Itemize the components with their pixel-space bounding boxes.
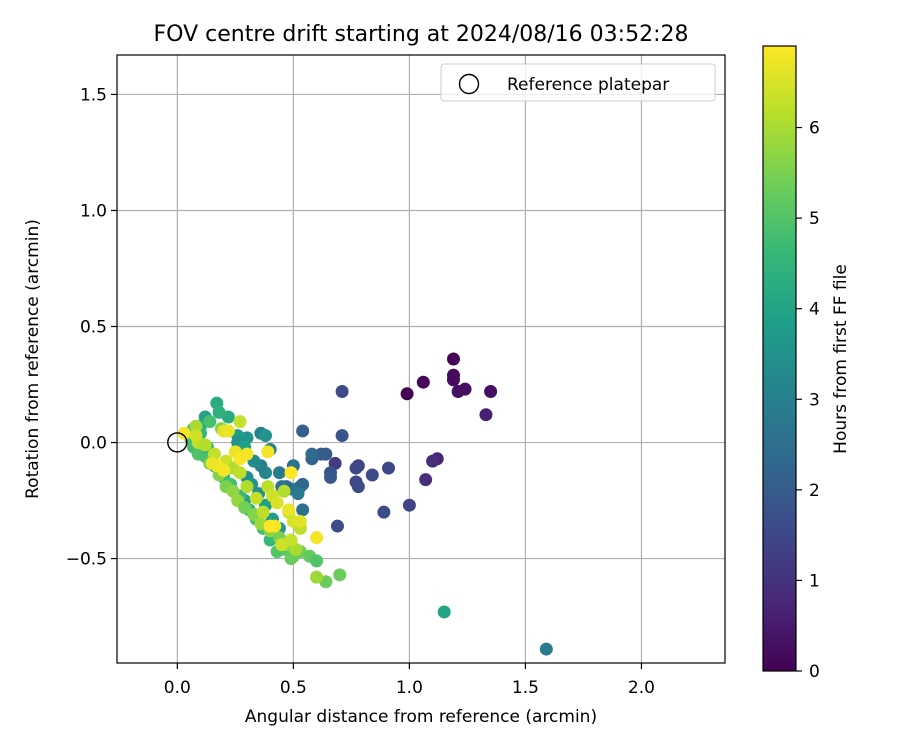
data-point — [323, 470, 337, 484]
data-point — [365, 468, 379, 482]
data-point — [310, 570, 324, 584]
data-point — [419, 473, 433, 487]
data-point — [238, 501, 252, 515]
data-point — [310, 554, 324, 568]
chart-title: FOV centre drift starting at 2024/08/16 … — [154, 22, 689, 47]
data-point — [305, 447, 319, 461]
data-point — [351, 480, 365, 494]
y-tick-label: 1.5 — [80, 85, 107, 105]
data-point — [233, 466, 247, 480]
data-point — [293, 514, 307, 528]
x-axis-ticks: 0.0 0.5 1.0 1.5 2.0 — [164, 663, 655, 698]
data-point — [479, 408, 493, 422]
colorbar-label: Hours from first FF file — [831, 264, 851, 454]
data-point — [233, 415, 247, 429]
data-point — [333, 568, 347, 582]
colorbar-gradient — [762, 45, 797, 672]
data-point — [240, 480, 254, 494]
data-point — [335, 384, 349, 398]
x-tick-label: 0.5 — [280, 678, 307, 698]
data-point — [382, 461, 396, 475]
data-point — [426, 454, 440, 468]
data-point — [284, 466, 298, 480]
data-point — [335, 429, 349, 443]
reference-platepar-marker — [167, 432, 188, 453]
colorbar-tick-label: 6 — [809, 119, 820, 139]
legend-label: Reference platepar — [507, 75, 669, 95]
data-point — [310, 531, 324, 545]
data-point — [284, 533, 298, 547]
data-point — [240, 447, 254, 461]
data-point — [259, 429, 273, 443]
y-tick-label: 0.5 — [80, 318, 107, 338]
y-tick-label: 1.0 — [80, 201, 107, 221]
legend: Reference platepar — [440, 63, 716, 102]
data-point — [256, 505, 270, 519]
data-point — [451, 384, 465, 398]
colorbar-tick-label: 1 — [809, 571, 820, 591]
x-tick-label: 2.0 — [628, 678, 655, 698]
x-axis-label: Angular distance from reference (arcmin) — [245, 707, 597, 727]
data-point — [539, 642, 553, 656]
data-point — [377, 505, 391, 519]
data-point — [446, 373, 460, 387]
colorbar-tick-label: 2 — [809, 481, 820, 501]
data-point — [189, 419, 203, 433]
colorbar-tick-label: 5 — [809, 209, 820, 229]
legend-open-circle-icon — [458, 73, 480, 95]
data-point — [272, 466, 286, 480]
y-tick-label: −0.5 — [66, 550, 107, 570]
data-point — [221, 424, 235, 438]
y-axis-ticks: −0.5 0.0 0.5 1.0 1.5 — [66, 85, 117, 570]
data-point — [198, 438, 212, 452]
data-point — [212, 405, 226, 419]
data-point — [249, 491, 263, 505]
data-point — [189, 429, 203, 443]
plot-area — [117, 55, 725, 663]
y-axis-label: Rotation from reference (arcmin) — [23, 219, 43, 499]
x-tick-label: 1.0 — [396, 678, 423, 698]
colorbar-tick-label: 3 — [809, 390, 820, 410]
x-tick-label: 0.0 — [164, 678, 191, 698]
data-point — [437, 605, 451, 619]
colorbar-tick-label: 0 — [809, 662, 820, 682]
data-point — [270, 496, 284, 510]
data-point — [319, 447, 333, 461]
data-point — [400, 387, 414, 401]
data-point — [291, 487, 305, 501]
data-point — [349, 461, 363, 475]
data-point — [296, 503, 310, 517]
data-point — [330, 519, 344, 533]
data-point — [282, 503, 296, 517]
data-point — [263, 519, 277, 533]
colorbar: 0 1 2 3 4 5 6 Hours from first FF file — [762, 45, 851, 682]
data-point — [205, 456, 219, 470]
legend-box — [440, 63, 716, 102]
data-point — [203, 415, 217, 429]
data-point — [296, 424, 310, 438]
data-point — [484, 384, 498, 398]
data-point — [277, 484, 291, 498]
colorbar-ticks: 0 1 2 3 4 5 6 — [796, 119, 820, 682]
x-tick-label: 1.5 — [512, 678, 539, 698]
data-point — [261, 445, 275, 459]
data-point — [402, 498, 416, 512]
data-point — [416, 375, 430, 389]
y-tick-label: 0.0 — [80, 434, 107, 454]
data-point — [446, 352, 460, 366]
colorbar-tick-label: 4 — [809, 300, 820, 320]
data-points — [177, 352, 553, 656]
data-point — [217, 463, 231, 477]
plot-frame — [116, 54, 726, 664]
data-point — [177, 426, 191, 440]
